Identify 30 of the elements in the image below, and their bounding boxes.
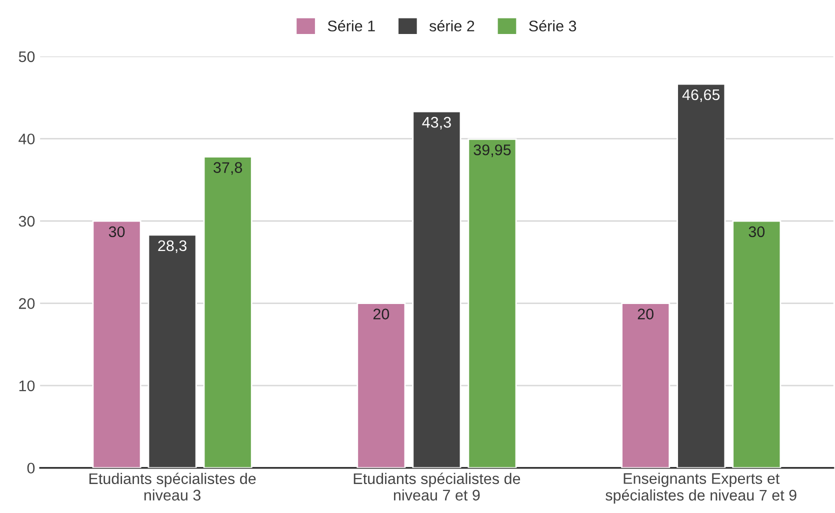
bar	[676, 83, 726, 468]
x-tick-label: Etudiants spécialistes de niveau 7 et 9	[354, 472, 520, 501]
bar	[92, 220, 142, 468]
data-label: 30	[108, 226, 125, 238]
bar	[412, 110, 462, 468]
data-label: 39,95	[474, 144, 511, 158]
y-tick-label: 20	[18, 298, 35, 309]
x-tick-label: Etudiants spécialistes de niveau 3	[89, 472, 256, 501]
legend-label: série 2	[429, 20, 474, 32]
bar	[732, 220, 782, 468]
data-label: 28,3	[158, 240, 186, 253]
bar	[203, 156, 252, 468]
y-tick-label: 0	[27, 462, 35, 474]
data-label: 20	[373, 308, 390, 320]
bar	[148, 234, 197, 468]
y-tick-label: 40	[18, 134, 35, 144]
bar	[356, 302, 406, 468]
data-label: 43,3	[422, 116, 451, 130]
data-label: 20	[638, 308, 654, 320]
bar	[621, 302, 670, 468]
x-tick-label: Enseignants Experts et spécialistes de niveau 7 et 9	[606, 472, 796, 504]
y-tick-label: 30	[18, 216, 35, 227]
y-tick-label: 10	[19, 380, 35, 392]
data-label: 46,65	[682, 89, 720, 102]
y-tick-label: 50	[18, 51, 35, 62]
legend-label: Série 3	[529, 20, 576, 32]
data-label: 30	[748, 226, 765, 238]
data-label: 37,8	[214, 162, 242, 175]
bar	[468, 138, 517, 468]
legend-label: Série 1	[328, 20, 375, 32]
